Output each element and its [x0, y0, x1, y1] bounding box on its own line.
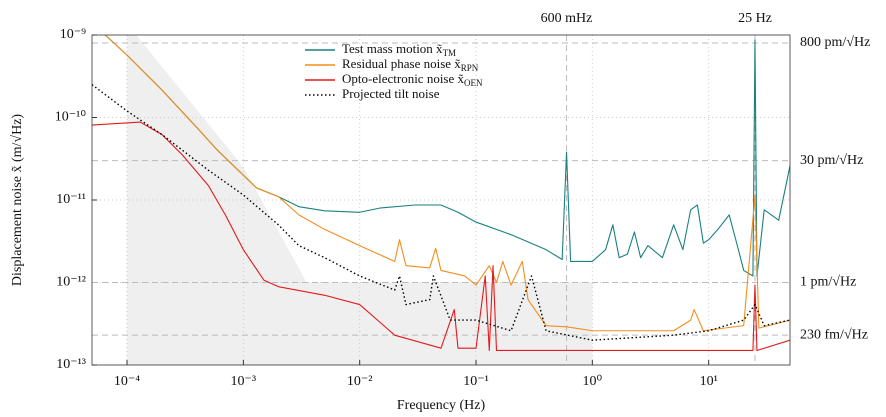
series-line [92, 121, 790, 352]
x-tick-label: 10⁻³ [231, 374, 257, 389]
reference-label: 600 mHz [541, 11, 593, 26]
reference-label: 230 fm/√Hz [800, 327, 868, 342]
y-tick-label: 10⁻¹⁰ [55, 110, 87, 125]
x-tick-label: 10⁻¹ [463, 374, 489, 389]
x-tick-label: 10⁻⁴ [114, 374, 140, 389]
x-tick-label: 10⁰ [583, 374, 603, 389]
y-tick-label: 10⁻⁹ [60, 27, 86, 42]
legend-label: Test mass motion x̃TM [342, 41, 456, 58]
series-line [92, 84, 790, 341]
legend-text: Projected tilt noise [342, 86, 440, 101]
y-tick-label: 10⁻¹² [56, 275, 86, 290]
y-tick-label: 10⁻¹¹ [56, 192, 86, 207]
x-axis-label: Frequency (Hz) [397, 398, 486, 413]
series-line [104, 35, 790, 277]
plot-frame [91, 34, 791, 366]
x-tick-label: 10¹ [700, 374, 718, 389]
reference-label: 800 pm/√Hz [800, 35, 870, 50]
reference-label: 25 Hz [738, 11, 772, 26]
legend-label: Projected tilt noise [342, 86, 440, 101]
legend-label: Opto-electronic noise x̃OEN [342, 71, 483, 88]
legend-text: Test mass motion x̃ [342, 41, 443, 56]
reference-label: 30 pm/√Hz [800, 153, 863, 168]
legend-subscript: RPN [461, 63, 479, 73]
reference-label: 1 pm/√Hz [800, 275, 856, 290]
series-line [104, 35, 790, 332]
legend-text: Residual phase noise x̃ [342, 56, 461, 71]
y-axis-label: Displacement noise x̃ (m/√Hz) [10, 114, 25, 286]
plot [92, 35, 790, 352]
legend-label: Residual phase noise x̃RPN [342, 56, 479, 73]
x-tick-label: 10⁻² [347, 374, 373, 389]
legend-subscript: TM [443, 48, 457, 58]
legend-text: Opto-electronic noise x̃ [342, 71, 465, 86]
legend-subscript: OEN [464, 78, 483, 88]
y-tick-label: 10⁻¹³ [56, 357, 86, 372]
